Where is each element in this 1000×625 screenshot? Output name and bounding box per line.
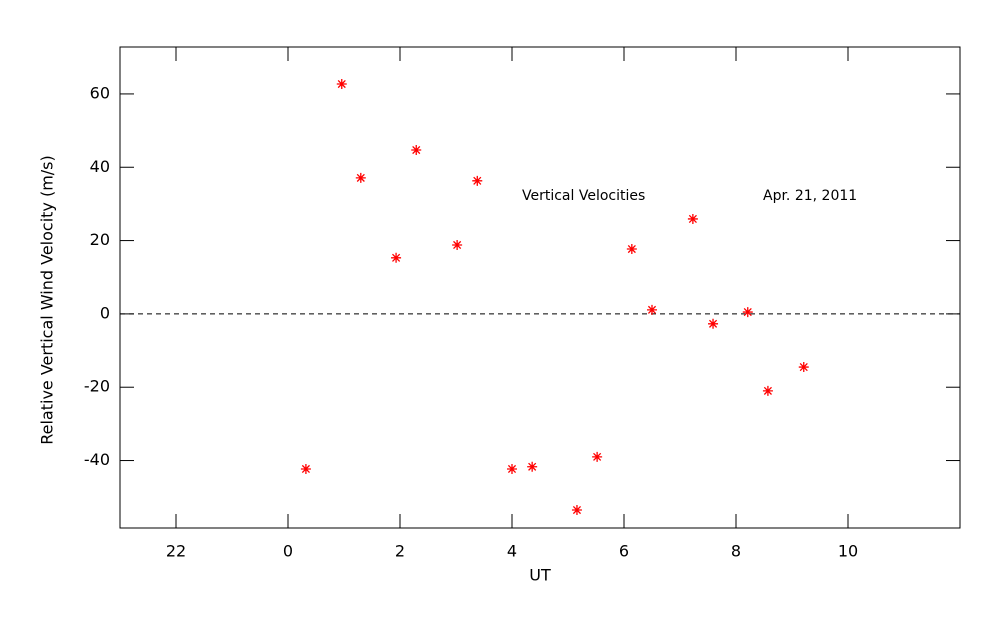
data-point bbox=[391, 252, 402, 263]
annotation: Vertical Velocities bbox=[522, 188, 645, 204]
y-tick-label: 60 bbox=[90, 83, 110, 102]
data-point bbox=[592, 451, 603, 462]
y-tick-label: 20 bbox=[90, 230, 110, 249]
data-point bbox=[411, 145, 422, 156]
y-axis-label: Relative Vertical Wind Velocity (m/s) bbox=[38, 155, 57, 445]
data-point bbox=[762, 385, 773, 396]
data-point bbox=[626, 244, 637, 255]
x-tick-label: 10 bbox=[838, 542, 858, 561]
data-point bbox=[798, 362, 809, 373]
y-tick-label: -40 bbox=[84, 450, 110, 469]
x-tick-label: 8 bbox=[731, 542, 741, 561]
data-point bbox=[472, 175, 483, 186]
x-tick-label: 22 bbox=[166, 542, 186, 561]
x-tick-label: 2 bbox=[395, 542, 405, 561]
data-point bbox=[742, 307, 753, 318]
data-point bbox=[300, 463, 311, 474]
y-tick-label: 0 bbox=[100, 303, 110, 322]
data-point bbox=[571, 505, 582, 516]
data-point bbox=[355, 172, 366, 183]
plot-frame bbox=[119, 46, 961, 529]
data-point bbox=[708, 318, 719, 329]
annotation: Apr. 21, 2011 bbox=[763, 188, 857, 204]
data-point bbox=[527, 461, 538, 472]
data-point bbox=[687, 213, 698, 224]
x-tick-label: 0 bbox=[283, 542, 293, 561]
data-point bbox=[647, 304, 657, 315]
x-axis-label: UT bbox=[529, 566, 551, 585]
y-tick-label: -20 bbox=[84, 377, 110, 396]
data-point bbox=[507, 463, 517, 474]
y-tick-label: 40 bbox=[90, 157, 110, 176]
data-point bbox=[336, 79, 347, 90]
data-point bbox=[452, 239, 463, 250]
x-tick-label: 4 bbox=[507, 542, 517, 561]
x-tick-label: 6 bbox=[619, 542, 629, 561]
